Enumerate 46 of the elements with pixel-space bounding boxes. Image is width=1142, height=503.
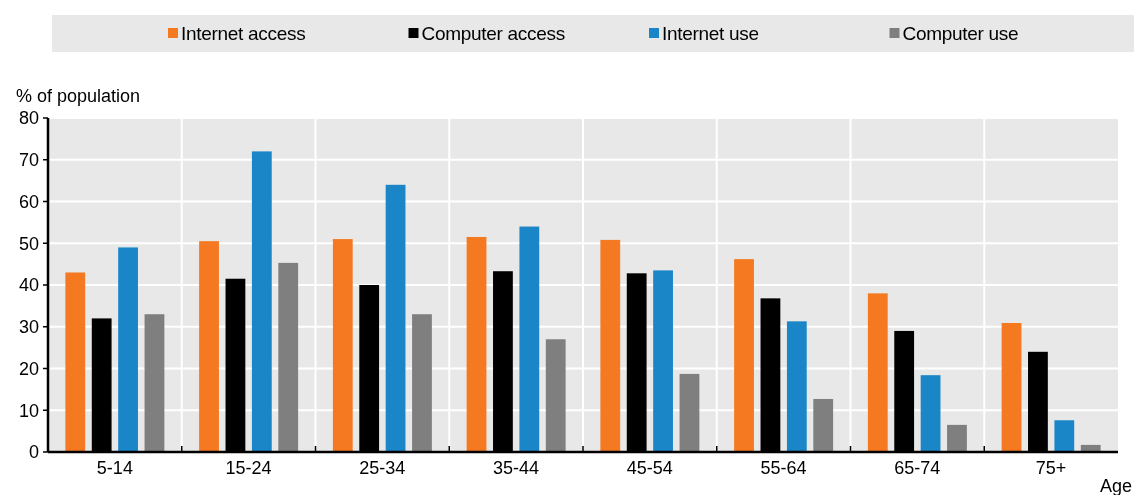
bar (144, 314, 165, 452)
y-tick-label: 0 (28, 442, 39, 463)
bar (466, 236, 487, 452)
y-tick-label: 40 (18, 275, 39, 296)
bar (653, 270, 673, 452)
y-axis-title: % of population (16, 86, 141, 106)
bar (332, 239, 353, 452)
bar (679, 373, 700, 452)
x-axis-title: Age (1099, 476, 1132, 496)
bar (412, 314, 432, 452)
bar (947, 424, 967, 452)
bar (1001, 322, 1022, 452)
y-tick-label: 60 (18, 191, 39, 212)
x-tick-label: 25-34 (359, 458, 406, 478)
y-tick-label: 70 (18, 150, 39, 171)
x-tick-label: 15-24 (225, 458, 272, 478)
bar (385, 184, 406, 452)
bar (519, 226, 540, 452)
y-tick-label: 10 (18, 400, 39, 421)
bar (545, 339, 566, 452)
x-tick-label: 35-44 (493, 458, 540, 478)
legend-label: Internet use (662, 22, 759, 44)
x-tick-label: 65-74 (894, 458, 941, 478)
bar (920, 375, 941, 452)
bar (786, 321, 807, 452)
bar (600, 239, 621, 452)
x-tick-label: 45-54 (626, 458, 673, 478)
legend-label: Internet access (181, 22, 306, 44)
legend-label: Computer use (902, 22, 1019, 44)
bar (118, 247, 138, 452)
bar (813, 398, 834, 452)
y-tick-label: 20 (18, 358, 39, 379)
x-tick-label: 75+ (1035, 458, 1067, 478)
legend-label: Computer access (421, 22, 565, 44)
bar (867, 293, 888, 452)
bar (734, 259, 754, 452)
bar (251, 151, 272, 452)
y-tick-label: 50 (18, 233, 39, 254)
bar (278, 262, 299, 452)
bar (65, 272, 86, 452)
x-tick-label: 5-14 (96, 458, 133, 478)
x-tick-label: 55-64 (760, 458, 807, 478)
y-tick-label: 80 (18, 108, 39, 129)
bar (1054, 420, 1075, 452)
bar (199, 241, 219, 452)
y-tick-label: 30 (18, 317, 39, 338)
